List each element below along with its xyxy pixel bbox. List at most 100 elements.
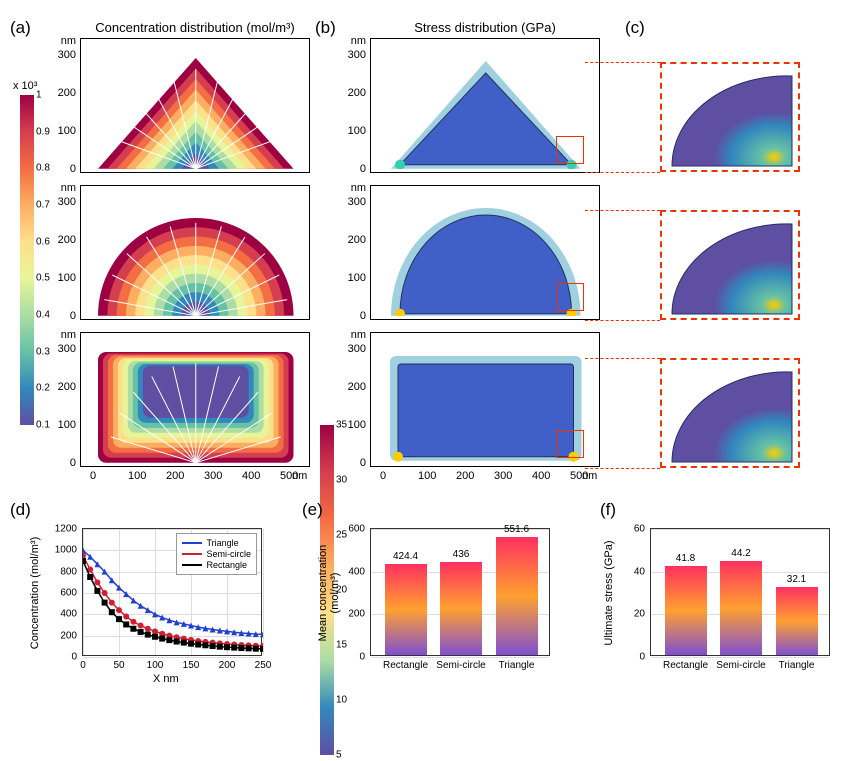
label-e: (e) (302, 500, 323, 520)
bar-semi-circle (440, 562, 482, 655)
xtick: 400 (532, 470, 550, 482)
ytick: 200 (58, 381, 76, 393)
ytick: 200 (58, 234, 76, 246)
colorbar-tick: 35 (336, 420, 347, 431)
colorbar-tick: 0.6 (36, 236, 50, 247)
colorbar-tick: 10 (336, 695, 347, 706)
label-a: (a) (10, 18, 31, 38)
colorbar-tick: 0.1 (36, 420, 50, 431)
ytick: 0 (70, 310, 76, 322)
ytick: 300 (348, 196, 366, 208)
ytick: 100 (58, 419, 76, 431)
ytick: 100 (348, 125, 366, 137)
highlight-box (556, 136, 584, 164)
xtick: Semi-circle (436, 660, 485, 671)
chart-f: 020406041.8Rectangle44.2Semi-circle32.1T… (650, 528, 830, 656)
xtick: 0 (90, 470, 96, 482)
xlabel: X nm (153, 673, 179, 685)
bar-value: 436 (436, 549, 486, 560)
ytick: 60 (634, 524, 645, 535)
ytick: 400 (60, 609, 77, 620)
bar-rectangle (665, 566, 707, 655)
ytick: 600 (348, 524, 365, 535)
colorbar-tick: 0.5 (36, 273, 50, 284)
xtick: 100 (418, 470, 436, 482)
zoom-triangle (660, 62, 800, 172)
ytick: 300 (58, 49, 76, 61)
ytick: 0 (360, 310, 366, 322)
colorbar-a-unit: x 10³ (13, 80, 37, 92)
ytick: 300 (348, 343, 366, 355)
zoom-rectangle (660, 358, 800, 468)
ytick: 800 (60, 566, 77, 577)
colorbar-tick: 30 (336, 475, 347, 486)
ytick: 0 (360, 163, 366, 175)
panel-b-rectangle: 3002001000nm (370, 332, 600, 467)
colorbar-tick: 0.2 (36, 383, 50, 394)
bar-value: 41.8 (661, 553, 711, 564)
ytick: 300 (58, 196, 76, 208)
ytick: 1000 (55, 545, 77, 556)
ylabel: Concentration (mol/m³) (29, 533, 41, 653)
ytick: 0 (359, 652, 365, 663)
axis-unit: nm (351, 329, 366, 341)
panel-b-triangle: 3002001000nm (370, 38, 600, 173)
ytick: 100 (348, 419, 366, 431)
ytick: 20 (634, 609, 645, 620)
axis-unit: nm (61, 35, 76, 47)
bar-value: 44.2 (716, 548, 766, 559)
xtick: 300 (204, 470, 222, 482)
xtick: Triangle (779, 660, 815, 671)
highlight-box (556, 283, 584, 311)
ylabel: Mean concentration (mol/m³) (317, 523, 341, 663)
ytick: 100 (348, 272, 366, 284)
xtick: 400 (242, 470, 260, 482)
ytick: 200 (348, 87, 366, 99)
xtick: 0 (80, 660, 86, 671)
colorbar-a: 10.90.80.70.60.50.40.30.20.1 (20, 95, 34, 425)
title-conc: Concentration distribution (mol/m³) (80, 20, 310, 35)
xtick: 100 (128, 470, 146, 482)
ytick: 300 (58, 343, 76, 355)
xtick: 0 (380, 470, 386, 482)
panel-a-triangle: 3002001000nm (80, 38, 310, 173)
xtick: 200 (456, 470, 474, 482)
legend: TriangleSemi-circleRectangle (176, 533, 257, 575)
bar-value: 424.4 (381, 551, 431, 562)
colorbar-tick: 0.3 (36, 346, 50, 357)
ytick: 0 (360, 457, 366, 469)
bar-value: 551.6 (492, 524, 542, 535)
ytick: 0 (71, 652, 77, 663)
ytick: 40 (634, 566, 645, 577)
bar-triangle (496, 537, 538, 655)
colorbar-tick: 1 (36, 90, 42, 101)
xtick: 150 (183, 660, 200, 671)
label-d: (d) (10, 500, 31, 520)
label-b: (b) (315, 18, 336, 38)
axis-unit: nm (61, 182, 76, 194)
ytick: 1200 (55, 524, 77, 535)
ytick: 100 (58, 272, 76, 284)
ytick: 0 (70, 457, 76, 469)
colorbar-tick: 0.7 (36, 200, 50, 211)
ylabel: Ultimate stress (GPa) (603, 523, 615, 663)
ytick: 300 (348, 49, 366, 61)
highlight-box (556, 430, 584, 458)
xtick: Triangle (499, 660, 535, 671)
panel-b-semicircle: 3002001000nm (370, 185, 600, 320)
ytick: 200 (348, 234, 366, 246)
xtick: 250 (255, 660, 272, 671)
axis-unit: nm (292, 470, 307, 482)
axis-unit: nm (582, 470, 597, 482)
ytick: 0 (639, 652, 645, 663)
ytick: 100 (58, 125, 76, 137)
title-stress: Stress distribution (GPa) (370, 20, 600, 35)
xtick: 300 (494, 470, 512, 482)
chart-d: 020040060080010001200050100150200250Tria… (82, 528, 262, 656)
bar-value: 32.1 (772, 574, 822, 585)
axis-unit: nm (61, 329, 76, 341)
xtick: Rectangle (383, 660, 428, 671)
ytick: 600 (60, 588, 77, 599)
ytick: 400 (348, 566, 365, 577)
bar-rectangle (385, 564, 427, 655)
